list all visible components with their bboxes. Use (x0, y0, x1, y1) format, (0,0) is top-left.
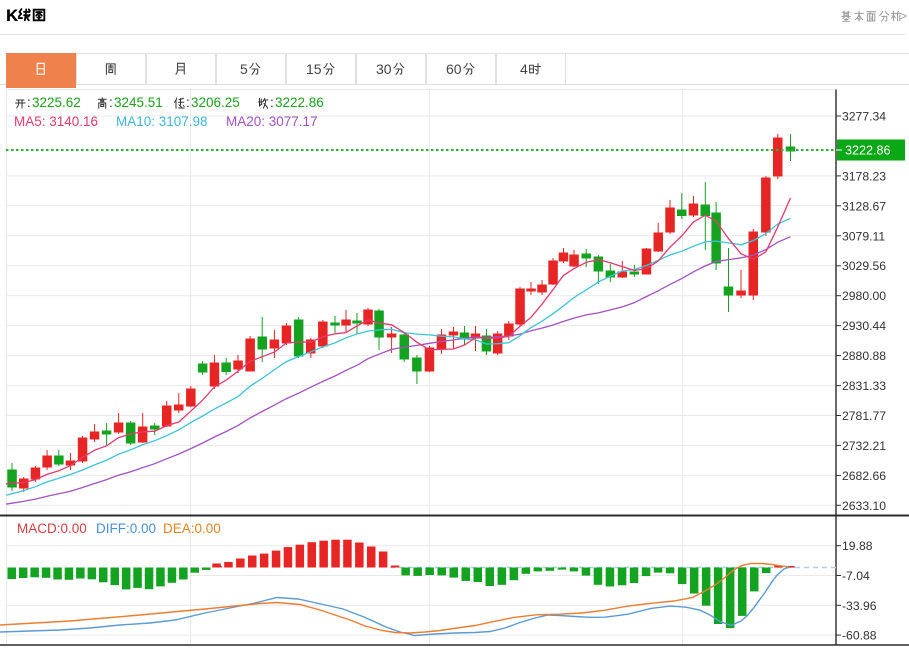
svg-text:3222.86: 3222.86 (845, 144, 891, 158)
svg-text:19.88: 19.88 (842, 539, 873, 553)
svg-text:2930.44: 2930.44 (842, 319, 886, 333)
svg-text:3079.11: 3079.11 (842, 229, 885, 243)
svg-text:2980.00: 2980.00 (842, 289, 886, 303)
svg-text:-60.88: -60.88 (842, 629, 877, 643)
svg-text:-7.04: -7.04 (842, 569, 870, 583)
svg-text:2633.10: 2633.10 (842, 499, 886, 513)
svg-text:-33.96: -33.96 (842, 599, 877, 613)
svg-text:3128.67: 3128.67 (842, 199, 886, 213)
svg-text:2831.33: 2831.33 (842, 379, 886, 393)
svg-text:2880.88: 2880.88 (842, 349, 886, 363)
svg-text:2682.66: 2682.66 (842, 469, 886, 483)
svg-text:3029.56: 3029.56 (842, 259, 886, 273)
svg-text:2732.21: 2732.21 (842, 439, 886, 453)
svg-text:2781.77: 2781.77 (842, 409, 886, 423)
svg-text:3178.23: 3178.23 (842, 169, 886, 183)
svg-text:3277.34: 3277.34 (842, 110, 886, 124)
